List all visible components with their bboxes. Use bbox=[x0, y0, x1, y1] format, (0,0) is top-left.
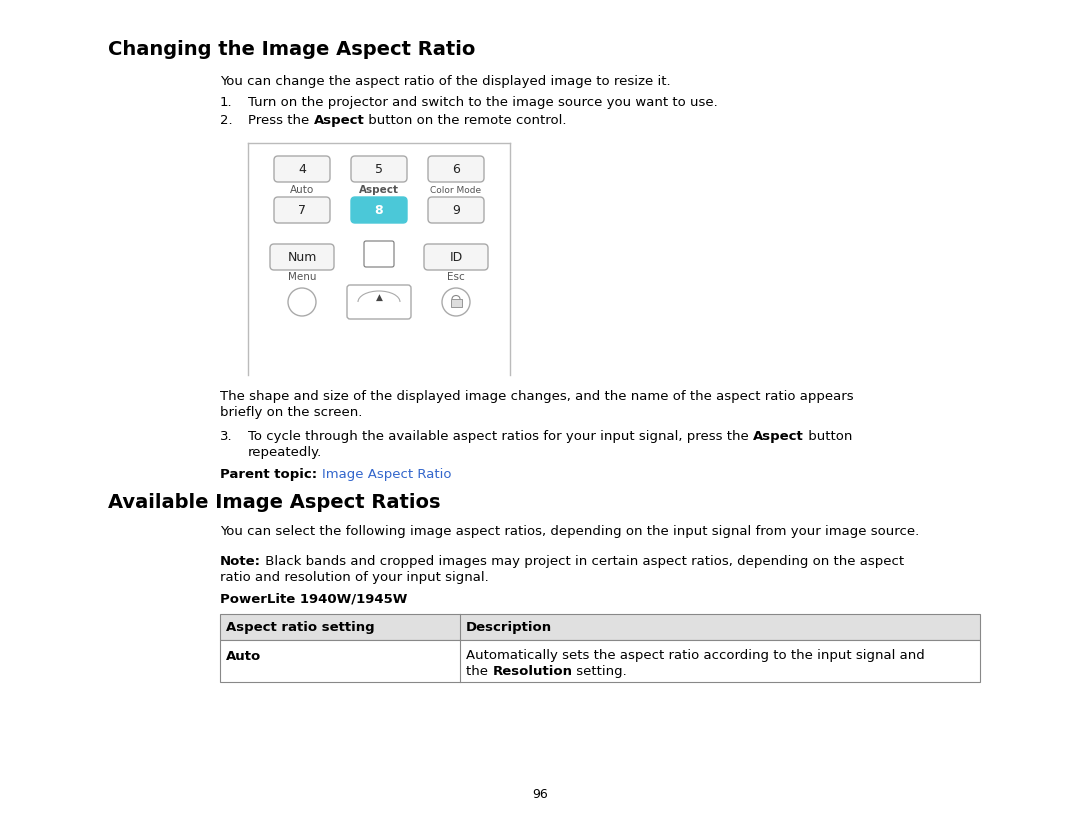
Text: ID: ID bbox=[449, 250, 462, 264]
Text: Changing the Image Aspect Ratio: Changing the Image Aspect Ratio bbox=[108, 40, 475, 59]
FancyBboxPatch shape bbox=[373, 242, 384, 254]
FancyBboxPatch shape bbox=[364, 241, 394, 267]
Text: Auto: Auto bbox=[289, 185, 314, 195]
Text: 5: 5 bbox=[375, 163, 383, 175]
Text: The shape and size of the displayed image changes, and the name of the aspect ra: The shape and size of the displayed imag… bbox=[220, 390, 853, 403]
Text: Available Image Aspect Ratios: Available Image Aspect Ratios bbox=[108, 493, 441, 512]
Text: Note:: Note: bbox=[220, 555, 261, 568]
Text: 3.: 3. bbox=[220, 430, 232, 443]
Text: 2.: 2. bbox=[220, 114, 232, 127]
Text: 6: 6 bbox=[453, 163, 460, 175]
Text: 96: 96 bbox=[532, 788, 548, 801]
Text: button: button bbox=[804, 430, 852, 443]
Text: Description: Description bbox=[465, 621, 552, 635]
Text: 8: 8 bbox=[375, 203, 383, 217]
Text: Aspect: Aspect bbox=[313, 114, 364, 127]
Text: repeatedly.: repeatedly. bbox=[248, 446, 322, 459]
Text: Auto: Auto bbox=[226, 650, 261, 663]
Text: the: the bbox=[465, 665, 492, 678]
FancyBboxPatch shape bbox=[351, 156, 407, 182]
FancyBboxPatch shape bbox=[274, 197, 330, 223]
Text: Automatically sets the aspect ratio according to the input signal and: Automatically sets the aspect ratio acco… bbox=[465, 649, 924, 662]
FancyBboxPatch shape bbox=[220, 640, 980, 682]
Text: ratio and resolution of your input signal.: ratio and resolution of your input signa… bbox=[220, 571, 489, 584]
Text: 7: 7 bbox=[298, 203, 306, 217]
Text: Press the: Press the bbox=[248, 114, 313, 127]
FancyBboxPatch shape bbox=[450, 299, 461, 307]
Text: Esc: Esc bbox=[447, 272, 464, 282]
Text: Num: Num bbox=[287, 250, 316, 264]
FancyBboxPatch shape bbox=[274, 156, 330, 182]
Text: You can change the aspect ratio of the displayed image to resize it.: You can change the aspect ratio of the d… bbox=[220, 75, 671, 88]
Text: Black bands and cropped images may project in certain aspect ratios, depending o: Black bands and cropped images may proje… bbox=[261, 555, 904, 568]
Text: briefly on the screen.: briefly on the screen. bbox=[220, 406, 363, 419]
Circle shape bbox=[442, 288, 470, 316]
FancyBboxPatch shape bbox=[347, 285, 411, 319]
Text: setting.: setting. bbox=[572, 665, 627, 678]
Text: Resolution: Resolution bbox=[492, 665, 572, 678]
Text: Parent topic:: Parent topic: bbox=[220, 468, 322, 481]
Circle shape bbox=[288, 288, 316, 316]
FancyBboxPatch shape bbox=[428, 197, 484, 223]
Text: Turn on the projector and switch to the image source you want to use.: Turn on the projector and switch to the … bbox=[248, 96, 718, 109]
Text: Menu: Menu bbox=[287, 272, 316, 282]
FancyBboxPatch shape bbox=[424, 244, 488, 270]
FancyBboxPatch shape bbox=[270, 244, 334, 270]
Text: You can select the following image aspect ratios, depending on the input signal : You can select the following image aspec… bbox=[220, 525, 919, 538]
Text: 4: 4 bbox=[298, 163, 306, 175]
Text: Aspect ratio setting: Aspect ratio setting bbox=[226, 621, 375, 635]
FancyBboxPatch shape bbox=[220, 614, 980, 640]
Text: Aspect: Aspect bbox=[753, 430, 804, 443]
Text: ▲: ▲ bbox=[376, 293, 382, 302]
Text: button on the remote control.: button on the remote control. bbox=[364, 114, 567, 127]
Text: PowerLite 1940W/1945W: PowerLite 1940W/1945W bbox=[220, 593, 407, 606]
Text: 1.: 1. bbox=[220, 96, 232, 109]
FancyBboxPatch shape bbox=[351, 197, 407, 223]
Text: 9: 9 bbox=[453, 203, 460, 217]
Text: Aspect: Aspect bbox=[359, 185, 399, 195]
FancyBboxPatch shape bbox=[428, 156, 484, 182]
Text: Color Mode: Color Mode bbox=[431, 185, 482, 194]
Text: To cycle through the available aspect ratios for your input signal, press the: To cycle through the available aspect ra… bbox=[248, 430, 753, 443]
Text: Image Aspect Ratio: Image Aspect Ratio bbox=[322, 468, 451, 481]
